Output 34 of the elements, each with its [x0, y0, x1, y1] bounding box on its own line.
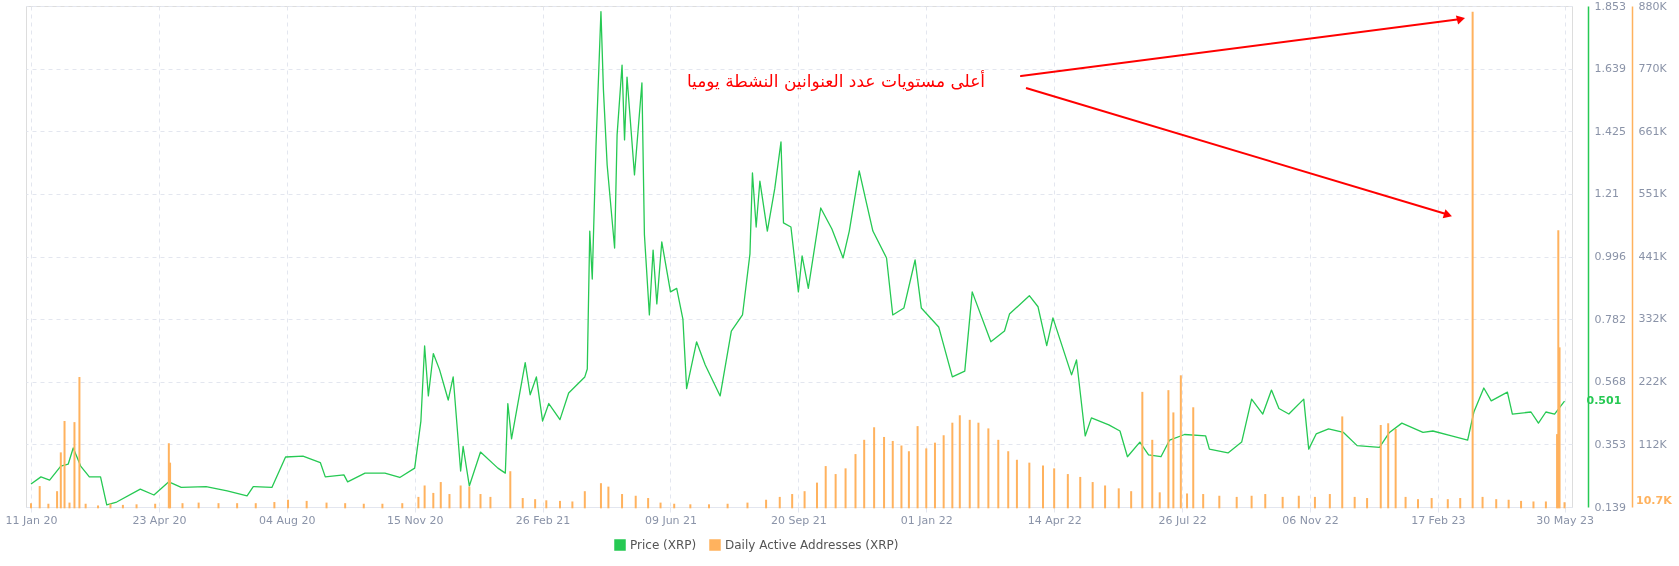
x-tick-label: 30 May 23 [1536, 513, 1594, 527]
y2-tick-label: 112K [1638, 437, 1668, 451]
x-tick-label: 04 Aug 20 [259, 513, 316, 527]
y2-tick-label: 332K [1638, 312, 1668, 326]
x-tick-label: 15 Nov 20 [386, 513, 444, 527]
x-tick-label: 06 Nov 22 [1282, 513, 1339, 527]
legend-label: Daily Active Addresses (XRP) [725, 538, 899, 552]
x-tick-label: 01 Jan 22 [900, 513, 953, 527]
y-tick-label: 1.21 [1594, 187, 1619, 201]
y2-tick-label: 661K [1638, 124, 1668, 138]
x-tick-label: 20 Sep 21 [771, 513, 827, 527]
y2-tick-label: 551K [1638, 187, 1668, 201]
x-tick-label: 17 Feb 23 [1411, 513, 1466, 527]
y2-tick-label: 880K [1638, 0, 1668, 13]
text: 10.7K [1636, 494, 1673, 507]
y-tick-label: 0.568 [1594, 375, 1626, 389]
y-tick-label: 0.996 [1594, 250, 1626, 263]
y-tick-label: 0.139 [1594, 500, 1626, 514]
y-tick-label: 0.353 [1594, 437, 1626, 451]
y-tick-label: 0.782 [1594, 312, 1626, 326]
x-tick-label: 26 Jul 22 [1158, 513, 1207, 527]
x-tick-label: 14 Apr 22 [1027, 513, 1082, 527]
y2-tick-label: 770K [1638, 62, 1668, 76]
legend-label: Price (XRP) [630, 538, 697, 552]
x-tick-label: 09 Jun 21 [644, 513, 698, 527]
annotation: أعلى مستويات عدد العنوانين النشطة يوميا [686, 70, 986, 91]
y2-tick-label: 222K [1638, 375, 1668, 389]
x-tick-label: 26 Feb 21 [515, 513, 571, 527]
y-tick-label: 1.639 [1594, 62, 1626, 76]
y-tick-label: 1.425 [1594, 124, 1626, 138]
y-tick-label: 1.853 [1594, 0, 1626, 13]
x-tick-label: 23 Apr 20 [132, 513, 187, 527]
x-tick-label: 11 Jan 20 [5, 513, 58, 527]
y2-tick-label: 441K [1638, 250, 1668, 264]
